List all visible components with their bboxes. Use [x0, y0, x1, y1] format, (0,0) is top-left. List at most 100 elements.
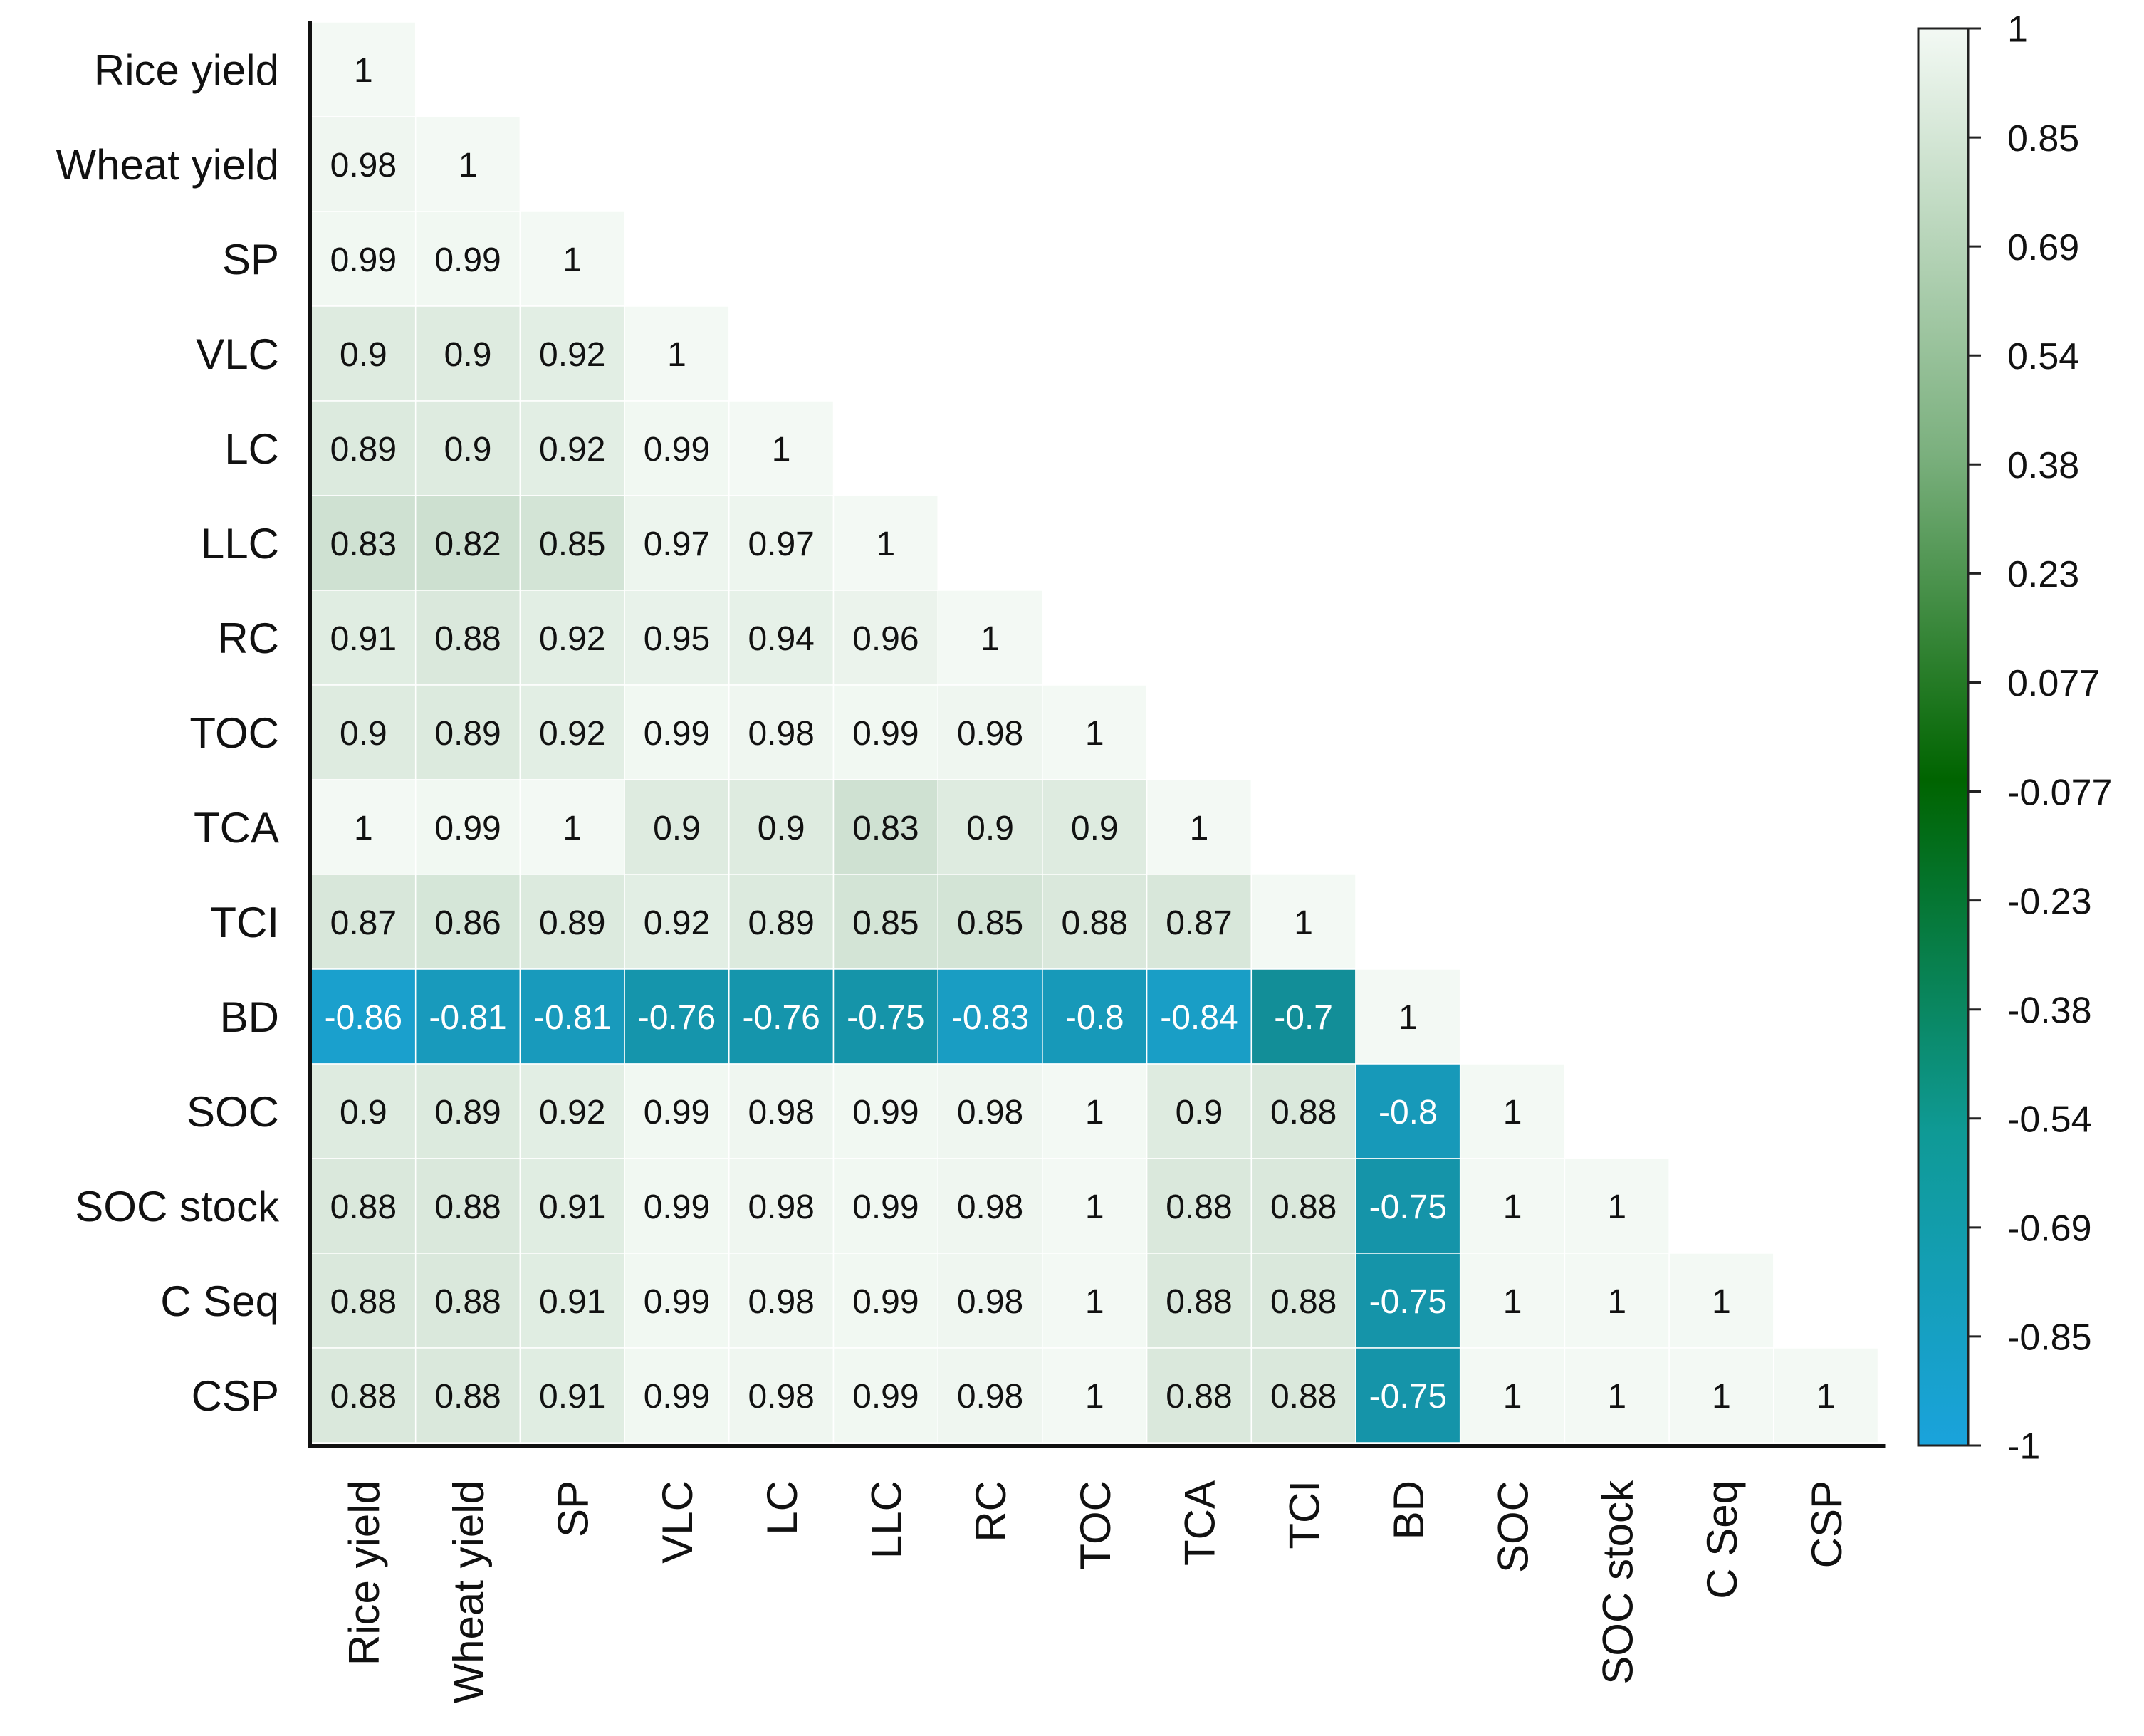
cell-value-label: 0.98 — [748, 1378, 814, 1416]
colorbar: 1 0.85 0.69 0.54 0.38 0.23 0.077 -0.077 -0.23 -0.… — [1917, 9, 2112, 1468]
heatmap-cell — [1355, 1253, 1461, 1349]
y-tick-label: LLC — [201, 520, 279, 568]
heatmap-cell — [728, 495, 835, 591]
colorbar-gradient — [1917, 27, 1970, 1447]
colorbar-tick-label: 0.69 — [2007, 227, 2079, 268]
cell-value-label: 0.9 — [340, 1094, 387, 1131]
y-axis-tick-labels: Rice yield Wheat yield SP VLC LC LLC RC TOC TCA T… — [56, 46, 280, 1420]
cell-value-label: 0.88 — [1270, 1378, 1337, 1416]
x-tick-label: TCA — [1176, 1480, 1224, 1566]
heatmap-cell — [414, 968, 521, 1065]
heatmap-cell — [728, 1347, 835, 1443]
x-tick-label: SOC — [1490, 1480, 1537, 1573]
cell-value-label: 0.98 — [330, 147, 397, 184]
x-tick-label: SOC stock — [1594, 1480, 1641, 1685]
cell-value-label: 0.98 — [748, 1094, 814, 1131]
heatmap-cell — [1564, 1347, 1670, 1443]
cell-value-label: 0.83 — [330, 525, 397, 563]
cell-value-label: 0.98 — [957, 1188, 1023, 1226]
x-tick-label: TCI — [1280, 1480, 1328, 1549]
colorbar-tick-label: -0.077 — [2007, 772, 2112, 813]
cell-value-label: 1 — [1190, 810, 1209, 847]
colorbar-tick-label: -0.54 — [2007, 1099, 2092, 1140]
x-tick-label: RC — [967, 1480, 1015, 1542]
heatmap-cell — [519, 1158, 625, 1254]
heatmap-cell — [1355, 1063, 1461, 1159]
cell-value-label: 1 — [1503, 1378, 1522, 1416]
heatmap-cell — [1355, 968, 1461, 1065]
cell-value-label: 0.98 — [957, 1094, 1023, 1131]
heatmap-cell — [310, 21, 417, 117]
heatmap-cell — [414, 1347, 521, 1443]
cell-value-label: 1 — [1503, 1283, 1522, 1321]
cell-value-label: 0.99 — [434, 810, 501, 847]
cell-value-label: 1 — [1712, 1378, 1731, 1416]
cell-value-label: 1 — [1085, 1094, 1104, 1131]
heatmap-cell — [310, 116, 417, 212]
cell-value-label: 0.99 — [644, 1378, 710, 1416]
cell-value-label: 0.89 — [748, 904, 814, 942]
cell-value-label: -0.75 — [1369, 1283, 1447, 1321]
heatmap-cell — [832, 874, 938, 970]
x-tick-label: TOC — [1072, 1480, 1119, 1570]
heatmap-cell — [310, 1158, 417, 1254]
cell-value-label: 0.98 — [748, 715, 814, 753]
heatmap-cell — [728, 1158, 835, 1254]
heatmap-cell — [519, 1063, 625, 1159]
heatmap-cell — [1146, 1158, 1253, 1254]
cell-value-label: 0.91 — [539, 1378, 605, 1416]
heatmap-cell — [310, 874, 417, 970]
heatmap-cell — [1564, 1158, 1670, 1254]
cell-value-label: 0.99 — [330, 241, 397, 279]
cell-value-label: 0.9 — [1176, 1094, 1223, 1131]
heatmap-cell — [1042, 1253, 1148, 1349]
heatmap-cell — [1146, 1253, 1253, 1349]
y-tick-label: TOC — [189, 709, 279, 757]
cell-value-label: 0.99 — [852, 1094, 919, 1131]
heatmap-cell — [414, 495, 521, 591]
cell-value-label: 0.87 — [1166, 904, 1232, 942]
y-tick-label: VLC — [196, 330, 279, 378]
cell-value-label: 0.99 — [644, 1188, 710, 1226]
colorbar-tick-label: -0.38 — [2007, 990, 2092, 1031]
heatmap-cell — [937, 1253, 1043, 1349]
cell-value-label: 0.99 — [644, 431, 710, 469]
cell-value-label: -0.81 — [429, 999, 506, 1037]
x-tick-label: C Seq — [1698, 1480, 1746, 1599]
cell-value-label: 0.85 — [852, 904, 919, 942]
heatmap-cell — [519, 684, 625, 780]
cell-value-label: 0.88 — [1166, 1188, 1232, 1226]
cell-value-label: 0.98 — [957, 1378, 1023, 1416]
cell-value-label: 0.94 — [748, 620, 814, 658]
cell-value-label: 1 — [563, 810, 582, 847]
y-tick-label: SP — [222, 236, 279, 283]
y-tick-label: TCI — [210, 899, 279, 946]
heatmap-cell — [624, 1347, 730, 1443]
cell-value-label: 0.89 — [434, 715, 501, 753]
cell-value-label: 1 — [876, 525, 895, 563]
cell-value-label: 0.9 — [340, 336, 387, 374]
heatmap-cell — [414, 1063, 521, 1159]
heatmap-cell — [624, 590, 730, 686]
heatmap-cell — [624, 1253, 730, 1349]
heatmap-cell — [1668, 1347, 1774, 1443]
heatmap-cell — [1250, 1063, 1356, 1159]
heatmap-cell — [310, 779, 417, 875]
y-tick-label: RC — [217, 615, 279, 662]
cell-value-label: 0.9 — [653, 810, 701, 847]
cell-value-label: 0.99 — [644, 1094, 710, 1131]
y-tick-label: CSP — [192, 1372, 279, 1420]
heatmap-cell — [310, 1063, 417, 1159]
heatmap-cell — [519, 1253, 625, 1349]
heatmap-cell — [624, 495, 730, 591]
cell-value-label: 0.89 — [434, 1094, 501, 1131]
cell-value-label: 1 — [1398, 999, 1418, 1037]
heatmap-cell — [728, 874, 835, 970]
heatmap-cell — [310, 1253, 417, 1349]
cell-value-label: 1 — [1816, 1378, 1836, 1416]
cell-value-label: 0.85 — [539, 525, 605, 563]
heatmap-cell — [1042, 1347, 1148, 1443]
cell-value-label: 0.88 — [1062, 904, 1128, 942]
heatmap-cell — [1042, 1158, 1148, 1254]
